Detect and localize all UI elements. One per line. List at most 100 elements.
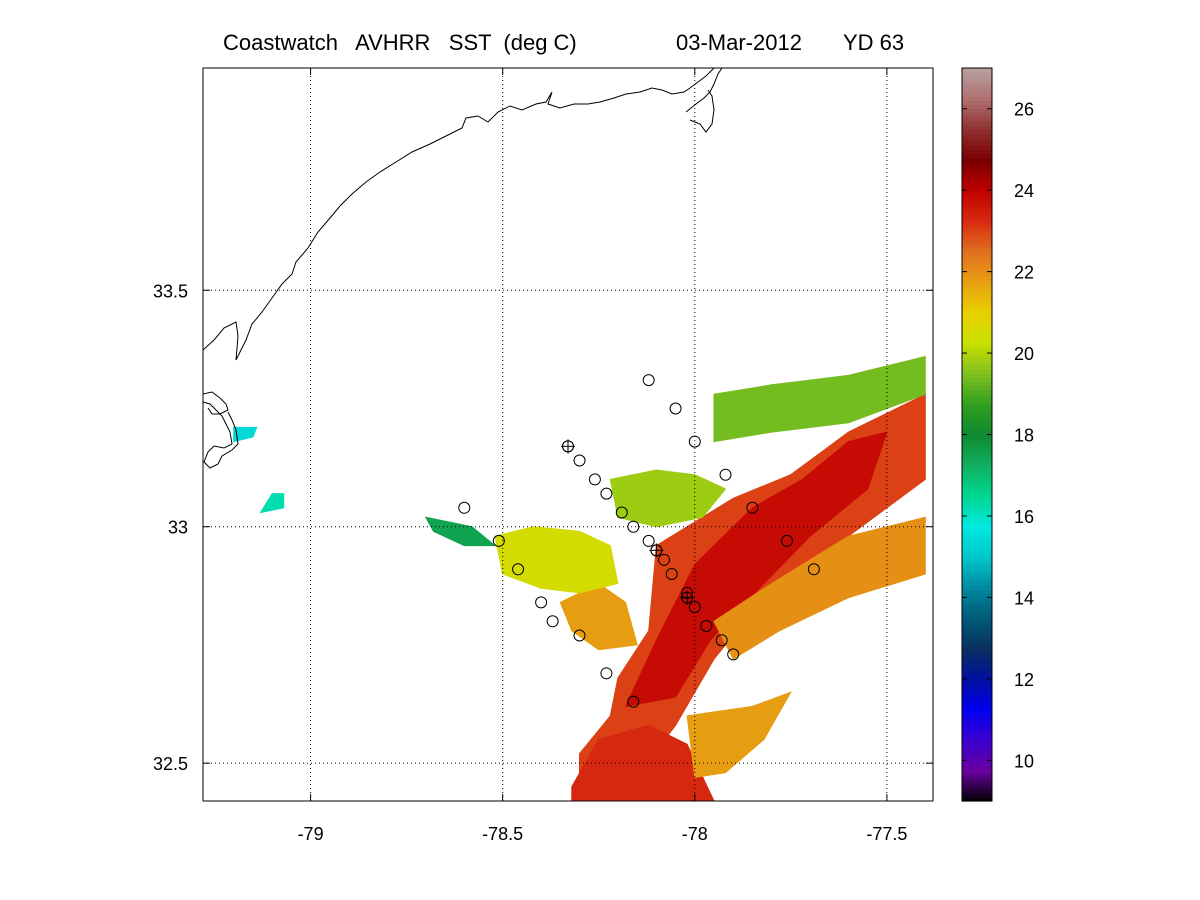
colorbar-swatch bbox=[962, 72, 992, 77]
colorbar-swatch bbox=[962, 629, 992, 635]
colorbar-swatch bbox=[962, 743, 992, 749]
colorbar-swatch bbox=[962, 336, 992, 342]
colorbar-swatch bbox=[962, 332, 992, 338]
station-marker bbox=[669, 402, 682, 415]
colorbar-swatch bbox=[962, 422, 992, 427]
colorbar-swatch bbox=[962, 511, 992, 517]
colorbar-swatch bbox=[962, 711, 992, 717]
station-marker bbox=[658, 553, 671, 566]
colorbar-swatch bbox=[962, 507, 992, 513]
colorbar-swatch bbox=[962, 76, 992, 81]
colorbar-swatch bbox=[962, 251, 992, 256]
colorbar: 10 12 14 16 18 20 22 24 26 bbox=[961, 67, 1034, 802]
colorbar-swatch bbox=[962, 410, 992, 415]
colorbar-swatch bbox=[962, 149, 992, 155]
colorbar-swatch bbox=[962, 296, 992, 301]
colorbar-swatch bbox=[962, 202, 992, 208]
chart-title: Coastwatch AVHRR SST (deg C) bbox=[223, 30, 577, 55]
colorbar-swatch bbox=[962, 572, 992, 578]
colorbar-swatch bbox=[962, 613, 992, 619]
station-marker bbox=[458, 501, 471, 514]
colorbar-swatch bbox=[962, 520, 992, 525]
colorbar-swatch bbox=[962, 723, 992, 729]
colorbar-swatch bbox=[962, 577, 992, 582]
station-marker-crossed bbox=[649, 543, 664, 558]
colorbar-swatch bbox=[962, 259, 992, 265]
colorbar-swatch bbox=[962, 662, 992, 668]
station-marker-crossed bbox=[680, 590, 695, 605]
station-marker bbox=[715, 634, 728, 647]
colorbar-swatch bbox=[962, 536, 992, 541]
colorbar-swatch bbox=[962, 503, 992, 509]
sst-patch-inner-front-orange bbox=[559, 582, 638, 651]
station-marker bbox=[719, 468, 732, 481]
colorbar-swatch bbox=[962, 658, 992, 664]
colorbar-tick-label: 16 bbox=[1014, 507, 1034, 527]
x-tick-label: -77.5 bbox=[866, 824, 907, 844]
colorbar-swatch bbox=[962, 752, 992, 757]
colorbar-swatch bbox=[962, 625, 992, 631]
station-marker bbox=[600, 487, 613, 500]
colorbar-swatch bbox=[962, 381, 992, 387]
colorbar-swatch bbox=[962, 589, 992, 594]
colorbar-swatch bbox=[962, 198, 992, 203]
colorbar-swatch bbox=[962, 719, 992, 725]
station-marker bbox=[535, 596, 548, 609]
colorbar-swatch bbox=[962, 634, 992, 639]
colorbar-swatch bbox=[962, 414, 992, 419]
colorbar-swatch bbox=[962, 287, 992, 293]
colorbar-swatch bbox=[962, 642, 992, 647]
colorbar-swatch bbox=[962, 796, 992, 802]
colorbar-swatch bbox=[962, 190, 992, 195]
colorbar-swatch bbox=[962, 279, 992, 285]
station-marker bbox=[781, 534, 793, 547]
colorbar-swatch bbox=[962, 552, 992, 558]
colorbar-swatch bbox=[962, 344, 992, 350]
colorbar-swatch bbox=[962, 385, 992, 391]
colorbar-swatch bbox=[962, 275, 992, 281]
colorbar-swatch bbox=[962, 605, 992, 611]
colorbar-swatch bbox=[962, 682, 992, 688]
colorbar-swatch bbox=[962, 524, 992, 529]
colorbar-swatch bbox=[962, 699, 992, 704]
colorbar-swatch bbox=[962, 776, 992, 782]
colorbar-swatch bbox=[962, 222, 992, 228]
colorbar-swatch bbox=[962, 434, 992, 440]
colorbar-swatch bbox=[962, 695, 992, 700]
colorbar-tick-label: 22 bbox=[1014, 263, 1034, 283]
station-marker bbox=[492, 534, 505, 547]
colorbar-swatch bbox=[962, 141, 992, 146]
map-frame bbox=[202, 67, 934, 802]
colorbar-swatch bbox=[962, 206, 992, 212]
colorbar-swatch bbox=[962, 601, 992, 607]
colorbar-swatch bbox=[962, 646, 992, 651]
colorbar-swatch bbox=[962, 214, 992, 220]
sst-field bbox=[233, 355, 926, 801]
colorbar-swatch bbox=[962, 418, 992, 423]
station-marker bbox=[700, 620, 713, 633]
colorbar-swatch bbox=[962, 125, 992, 130]
colorbar-swatch bbox=[962, 479, 992, 484]
colorbar-swatch bbox=[962, 133, 992, 138]
cruise-stations bbox=[458, 374, 820, 708]
colorbar-swatch bbox=[962, 267, 992, 273]
colorbar-swatch bbox=[962, 426, 992, 432]
colorbar-swatch bbox=[962, 328, 992, 334]
station-marker bbox=[573, 454, 586, 467]
colorbar-swatch bbox=[962, 674, 992, 680]
station-marker bbox=[615, 506, 628, 519]
colorbar-swatch bbox=[962, 564, 992, 570]
colorbar-swatch bbox=[962, 638, 992, 643]
colorbar-swatch bbox=[962, 308, 992, 313]
sst-patch-cool-shelf-patch bbox=[424, 516, 497, 547]
colorbar-swatch bbox=[962, 495, 992, 501]
colorbar-swatch bbox=[962, 597, 992, 603]
station-marker bbox=[627, 520, 640, 533]
coastline-path bbox=[203, 68, 723, 469]
colorbar-swatch bbox=[962, 678, 992, 684]
x-tick-label: -78 bbox=[682, 824, 708, 844]
colorbar-swatch bbox=[962, 304, 992, 309]
station-marker bbox=[688, 435, 701, 448]
colorbar-swatch bbox=[962, 764, 992, 770]
